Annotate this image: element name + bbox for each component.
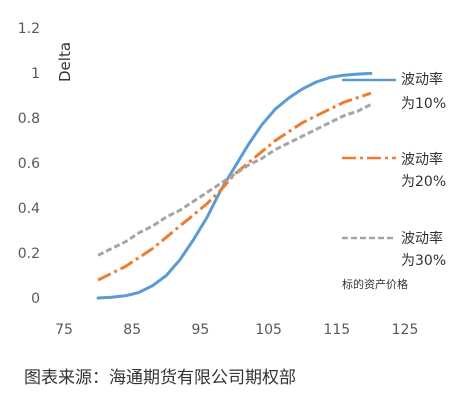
series-line-2: [97, 91, 372, 282]
y-tick-label: 0.4: [18, 201, 40, 217]
x-tick-label: 85: [123, 322, 141, 338]
y-tick-label: 1.2: [18, 21, 40, 37]
x-tick-label: 75: [55, 322, 73, 338]
y-axis-label: Delta: [56, 42, 74, 82]
y-tick-label: 0.2: [18, 246, 40, 262]
legend-label-line2: 为20%: [401, 174, 446, 190]
y-tick-label: 1: [31, 66, 40, 82]
axes-group: 0 0.2 0.4 0.6 0.8 1 1.2 75 85 95 105 115 125 Delta 标的资…: [18, 21, 419, 338]
x-tick-label: 95: [191, 322, 209, 338]
x-axis-label: 标的资产价格: [342, 277, 408, 291]
y-tick-label: 0.8: [18, 111, 40, 127]
legend-label-line1: 波动率: [401, 230, 443, 247]
x-tick-label: 125: [392, 322, 419, 338]
legend-label-line2: 为30%: [401, 253, 446, 269]
legend-label-line2: 为10%: [401, 96, 446, 112]
series-line-3: [97, 103, 372, 257]
y-tick-label: 0: [31, 291, 40, 307]
chart-source-note: 图表来源：海通期货有限公司期权部: [24, 368, 296, 388]
x-tick-label: 105: [255, 322, 282, 338]
legend-label-line1: 波动率: [401, 71, 443, 88]
legend-label-line1: 波动率: [401, 151, 443, 168]
series-line-1: [96, 71, 373, 300]
y-tick-label: 0.6: [18, 156, 40, 172]
series-group: [96, 71, 373, 300]
x-tick-label: 115: [323, 322, 350, 338]
